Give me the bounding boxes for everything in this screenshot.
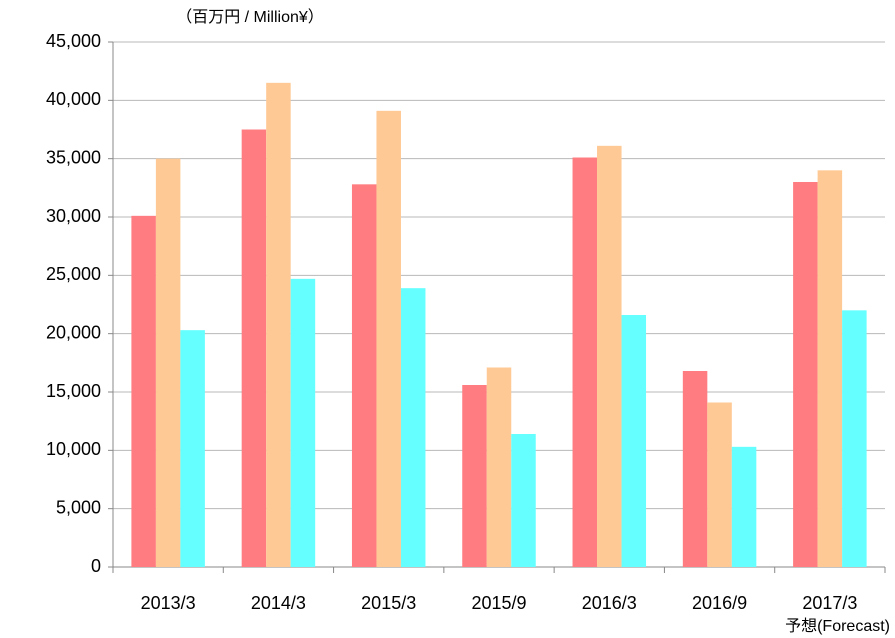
bar xyxy=(155,158,181,567)
bar xyxy=(462,385,487,567)
y-tick-label: 30,000 xyxy=(46,206,101,226)
y-tick-label: 20,000 xyxy=(46,322,101,342)
bar xyxy=(793,182,818,567)
bar xyxy=(817,170,843,568)
bar xyxy=(180,330,205,567)
y-tick-label: 5,000 xyxy=(56,497,101,517)
bar xyxy=(266,82,291,567)
bar xyxy=(400,288,426,567)
y-tick-label: 15,000 xyxy=(46,381,101,401)
bar xyxy=(842,310,867,567)
bar xyxy=(707,402,732,567)
y-axis-label: （百万円 / Million¥） xyxy=(176,8,324,26)
bar xyxy=(511,434,536,567)
x-tick-label: 2014/3 xyxy=(251,593,306,613)
x-tick-label: 2015/9 xyxy=(471,593,526,613)
bar xyxy=(486,367,512,567)
bar xyxy=(621,315,647,567)
bar xyxy=(682,371,708,567)
x-tick-label: 2016/9 xyxy=(692,593,747,613)
bar xyxy=(572,157,598,567)
bar xyxy=(290,278,316,567)
bar xyxy=(731,446,757,567)
y-tick-label: 40,000 xyxy=(46,89,101,109)
y-tick-label: 25,000 xyxy=(46,264,101,284)
x-tick-label: 2015/3 xyxy=(361,593,416,613)
bar xyxy=(597,145,622,568)
annotation: 予想(Forecast) xyxy=(785,617,890,635)
x-tick-label: 2013/3 xyxy=(141,593,196,613)
y-tick-label: 35,000 xyxy=(46,147,101,167)
bar xyxy=(351,184,377,568)
bar xyxy=(131,215,156,568)
y-tick-label: 0 xyxy=(91,556,101,576)
y-tick-label: 45,000 xyxy=(46,31,101,51)
x-tick-label: 2017/3 xyxy=(802,593,857,613)
bar xyxy=(241,129,267,567)
x-tick-label: 2016/3 xyxy=(582,593,637,613)
y-tick-label: 10,000 xyxy=(46,439,101,459)
bar xyxy=(376,110,401,567)
